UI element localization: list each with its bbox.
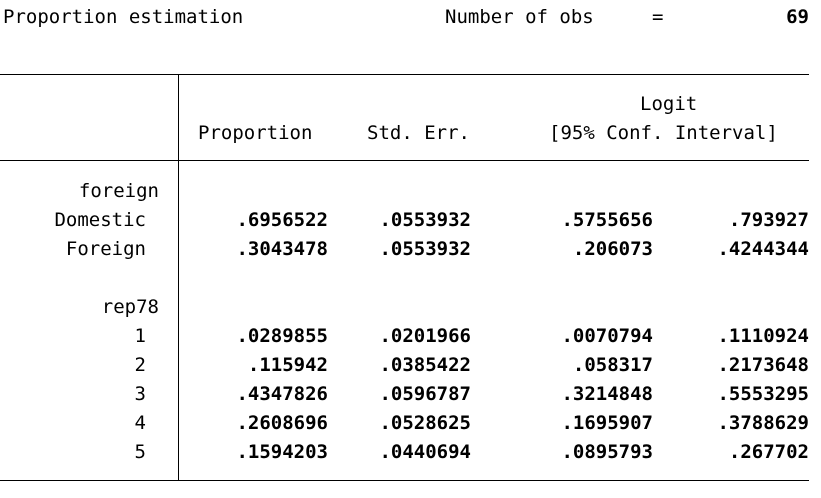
ci-lower-value: .206073 bbox=[572, 238, 653, 260]
ci-lower-value: .0895793 bbox=[561, 441, 653, 463]
ci-upper-value: .267702 bbox=[728, 441, 809, 463]
row-label: 3 bbox=[134, 383, 146, 405]
row-label: 4 bbox=[134, 412, 146, 434]
ci-lower-value: .058317 bbox=[572, 354, 653, 376]
ci-upper-value: .3788629 bbox=[717, 412, 809, 434]
table-header-rule bbox=[0, 160, 809, 161]
proportion-value: .0289855 bbox=[236, 325, 328, 347]
std-err-value: .0528625 bbox=[379, 412, 471, 434]
row-label: 1 bbox=[134, 325, 146, 347]
table-top-rule bbox=[0, 74, 809, 75]
std-err-header: Std. Err. bbox=[367, 122, 470, 144]
group-label-rep78: rep78 bbox=[101, 296, 159, 318]
ci-upper-value: .5553295 bbox=[717, 383, 809, 405]
table-column-divider bbox=[178, 74, 179, 481]
row-label: Foreign bbox=[65, 238, 146, 260]
nobs-value: 69 bbox=[786, 6, 809, 28]
proportion-value: .4347826 bbox=[236, 383, 328, 405]
ci-upper-value: .1110924 bbox=[717, 325, 809, 347]
proportion-value: .1594203 bbox=[236, 441, 328, 463]
nobs-label: Number of obs bbox=[445, 6, 594, 28]
std-err-value: .0553932 bbox=[379, 209, 471, 231]
std-err-value: .0201966 bbox=[379, 325, 471, 347]
ci-lower-value: .0070794 bbox=[561, 325, 653, 347]
ci-lower-value: .3214848 bbox=[561, 383, 653, 405]
conf-interval-header: [95% Conf. Interval] bbox=[549, 122, 778, 144]
ci-lower-value: .5755656 bbox=[561, 209, 653, 231]
std-err-value: .0553932 bbox=[379, 238, 471, 260]
ci-upper-value: .2173648 bbox=[717, 354, 809, 376]
ci-upper-value: .793927 bbox=[728, 209, 809, 231]
proportion-value: .2608696 bbox=[236, 412, 328, 434]
proportion-value: .6956522 bbox=[236, 209, 328, 231]
row-label: 5 bbox=[134, 441, 146, 463]
nobs-equals: = bbox=[652, 6, 664, 28]
std-err-value: .0385422 bbox=[379, 354, 471, 376]
table-bottom-rule bbox=[0, 480, 809, 481]
std-err-value: .0596787 bbox=[379, 383, 471, 405]
proportion-value: .115942 bbox=[247, 354, 328, 376]
output-title: Proportion estimation bbox=[3, 6, 244, 28]
row-label: Domestic bbox=[54, 209, 146, 231]
std-err-value: .0440694 bbox=[379, 441, 471, 463]
row-label: 2 bbox=[134, 354, 146, 376]
ci-upper-value: .4244344 bbox=[717, 238, 809, 260]
logit-header: Logit bbox=[640, 93, 698, 115]
proportion-value: .3043478 bbox=[236, 238, 328, 260]
group-label-foreign: foreign bbox=[78, 180, 159, 202]
proportion-header: Proportion bbox=[198, 122, 313, 144]
ci-lower-value: .1695907 bbox=[561, 412, 653, 434]
